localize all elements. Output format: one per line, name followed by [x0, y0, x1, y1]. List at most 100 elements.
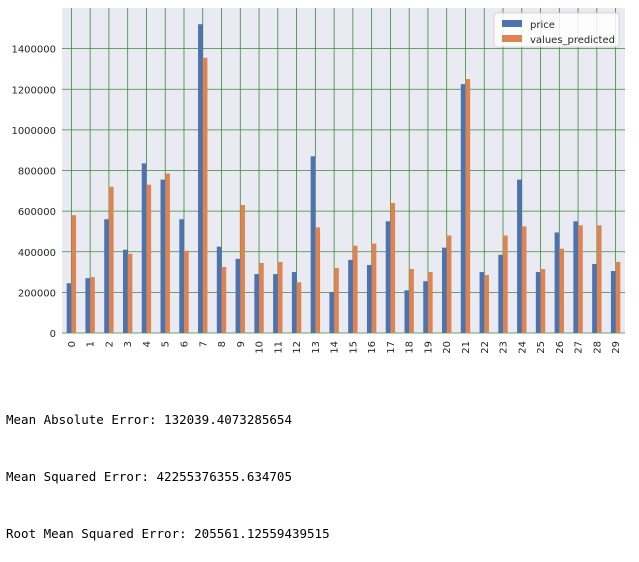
- bar-values-predicted-6: [183, 250, 189, 333]
- bar-price-14: [329, 292, 335, 333]
- x-tick-label: 9: [236, 341, 247, 347]
- rmse-line: Root Mean Squared Error: 205561.12559439…: [6, 526, 330, 541]
- bar-price-3: [122, 249, 128, 333]
- chart-svg: 0 200000 400000 600000 800000 1000000 1200000 1…: [11, 8, 625, 354]
- y-tick-label: 1000000: [11, 126, 56, 137]
- y-tick-labels: 0 200000 400000 600000 800000 1000000 1200000 1…: [11, 45, 56, 340]
- bar-values-predicted-13: [315, 227, 321, 333]
- x-tick-label: 11: [273, 341, 284, 354]
- x-tick-label: 18: [405, 341, 416, 354]
- x-tick-labels: 0 1 2 3 4 5 6 7 8 9 10 11 12 13 14 15 16 17 18 19 20 21 22 23 24…: [67, 341, 622, 354]
- bar-values-predicted-1: [90, 277, 95, 333]
- bar-values-predicted-22: [484, 275, 489, 333]
- bar-values-predicted-29: [615, 261, 621, 333]
- metrics-output: Mean Absolute Error: 132039.4073285654 M…: [6, 372, 330, 562]
- bar-values-predicted-9: [240, 205, 245, 333]
- x-tick-label: 17: [386, 341, 397, 354]
- bar-price-26: [554, 232, 560, 333]
- x-tick-label: 16: [367, 341, 378, 354]
- bar-values-predicted-0: [71, 215, 77, 333]
- bar-price-10: [254, 274, 260, 333]
- x-tick-label: 1: [86, 341, 97, 347]
- y-tick-label: 600000: [18, 207, 56, 218]
- bar-values-predicted-3: [127, 253, 133, 333]
- bar-price-22: [479, 272, 485, 333]
- x-tick-label: 2: [104, 341, 115, 347]
- bar-price-16: [366, 264, 372, 333]
- x-tick-label: 10: [255, 341, 266, 354]
- x-tick-label: 5: [161, 341, 172, 347]
- y-tick-label: 400000: [18, 248, 56, 259]
- x-tick-label: 7: [198, 341, 209, 347]
- legend-swatch-values-predicted: [502, 35, 522, 42]
- bar-values-predicted-5: [165, 173, 170, 333]
- x-tick-label: 23: [499, 341, 510, 354]
- bar-values-predicted-11: [277, 261, 283, 333]
- bar-price-29: [610, 271, 616, 333]
- x-tick-label: 24: [517, 341, 528, 354]
- x-tick-label: 21: [461, 341, 472, 354]
- bar-values-predicted-16: [371, 243, 377, 333]
- bar-values-predicted-23: [503, 235, 508, 333]
- bar-values-predicted-28: [596, 225, 602, 333]
- x-tick-label: 29: [611, 341, 622, 354]
- bar-values-predicted-20: [446, 235, 452, 333]
- bar-values-predicted-18: [409, 269, 414, 333]
- bar-values-predicted-14: [334, 268, 339, 333]
- x-tick-label: 8: [217, 341, 228, 347]
- legend-label-price: price: [530, 20, 555, 31]
- x-tick-label: 0: [67, 341, 78, 347]
- bar-values-predicted-7: [202, 57, 208, 333]
- bars: [66, 24, 621, 333]
- bar-price-7: [198, 24, 203, 333]
- x-tick-label: 26: [555, 341, 566, 354]
- bar-price-18: [404, 290, 410, 333]
- bar-values-predicted-27: [578, 225, 583, 333]
- bar-price-17: [385, 221, 391, 333]
- x-tick-label: 12: [292, 341, 303, 354]
- x-tick-label: 3: [123, 341, 134, 347]
- y-tick-label: 1200000: [11, 85, 56, 96]
- bar-price-12: [291, 272, 297, 333]
- bar-price-2: [104, 219, 109, 333]
- bar-values-predicted-10: [259, 262, 264, 333]
- legend-box: [493, 12, 620, 48]
- bar-price-13: [310, 156, 316, 333]
- x-tick-label: 25: [536, 341, 547, 354]
- bar-values-predicted-17: [390, 203, 396, 333]
- bar-price-11: [273, 274, 278, 333]
- bar-values-predicted-21: [465, 79, 471, 333]
- x-tick-label: 15: [348, 341, 359, 354]
- bar-price-23: [498, 254, 504, 333]
- y-tick-label: 800000: [18, 167, 56, 178]
- legend-swatch-price: [502, 20, 522, 27]
- bar-price-0: [66, 283, 72, 333]
- bar-values-predicted-15: [352, 245, 358, 333]
- bar-price-5: [160, 179, 166, 333]
- bar-values-predicted-4: [146, 184, 152, 333]
- x-tick-label: 13: [311, 341, 322, 354]
- bar-price-15: [348, 259, 353, 333]
- y-tick-label: 200000: [18, 288, 56, 299]
- mse-line: Mean Squared Error: 42255376355.634705: [6, 469, 292, 484]
- bar-price-6: [179, 219, 184, 333]
- bar-price-21: [460, 84, 466, 333]
- bar-values-predicted-12: [296, 282, 302, 333]
- bar-price-25: [535, 272, 541, 333]
- bar-price-19: [423, 281, 428, 333]
- bar-price-1: [85, 278, 91, 333]
- x-tick-label: 19: [423, 341, 434, 354]
- y-tick-label: 0: [50, 329, 56, 340]
- legend-label-values-predicted: values_predicted: [530, 35, 615, 46]
- mae-line: Mean Absolute Error: 132039.4073285654: [6, 412, 292, 427]
- bar-price-8: [216, 246, 222, 333]
- bar-values-predicted-25: [540, 269, 546, 333]
- x-tick-label: 20: [442, 341, 453, 354]
- bar-price-24: [517, 179, 522, 333]
- bar-price-4: [141, 163, 147, 333]
- bar-price-28: [592, 263, 597, 333]
- bar-values-predicted-19: [427, 272, 433, 333]
- y-tick-label: 1400000: [11, 45, 56, 56]
- x-tick-label: 22: [480, 341, 491, 354]
- x-tick-label: 6: [179, 341, 190, 347]
